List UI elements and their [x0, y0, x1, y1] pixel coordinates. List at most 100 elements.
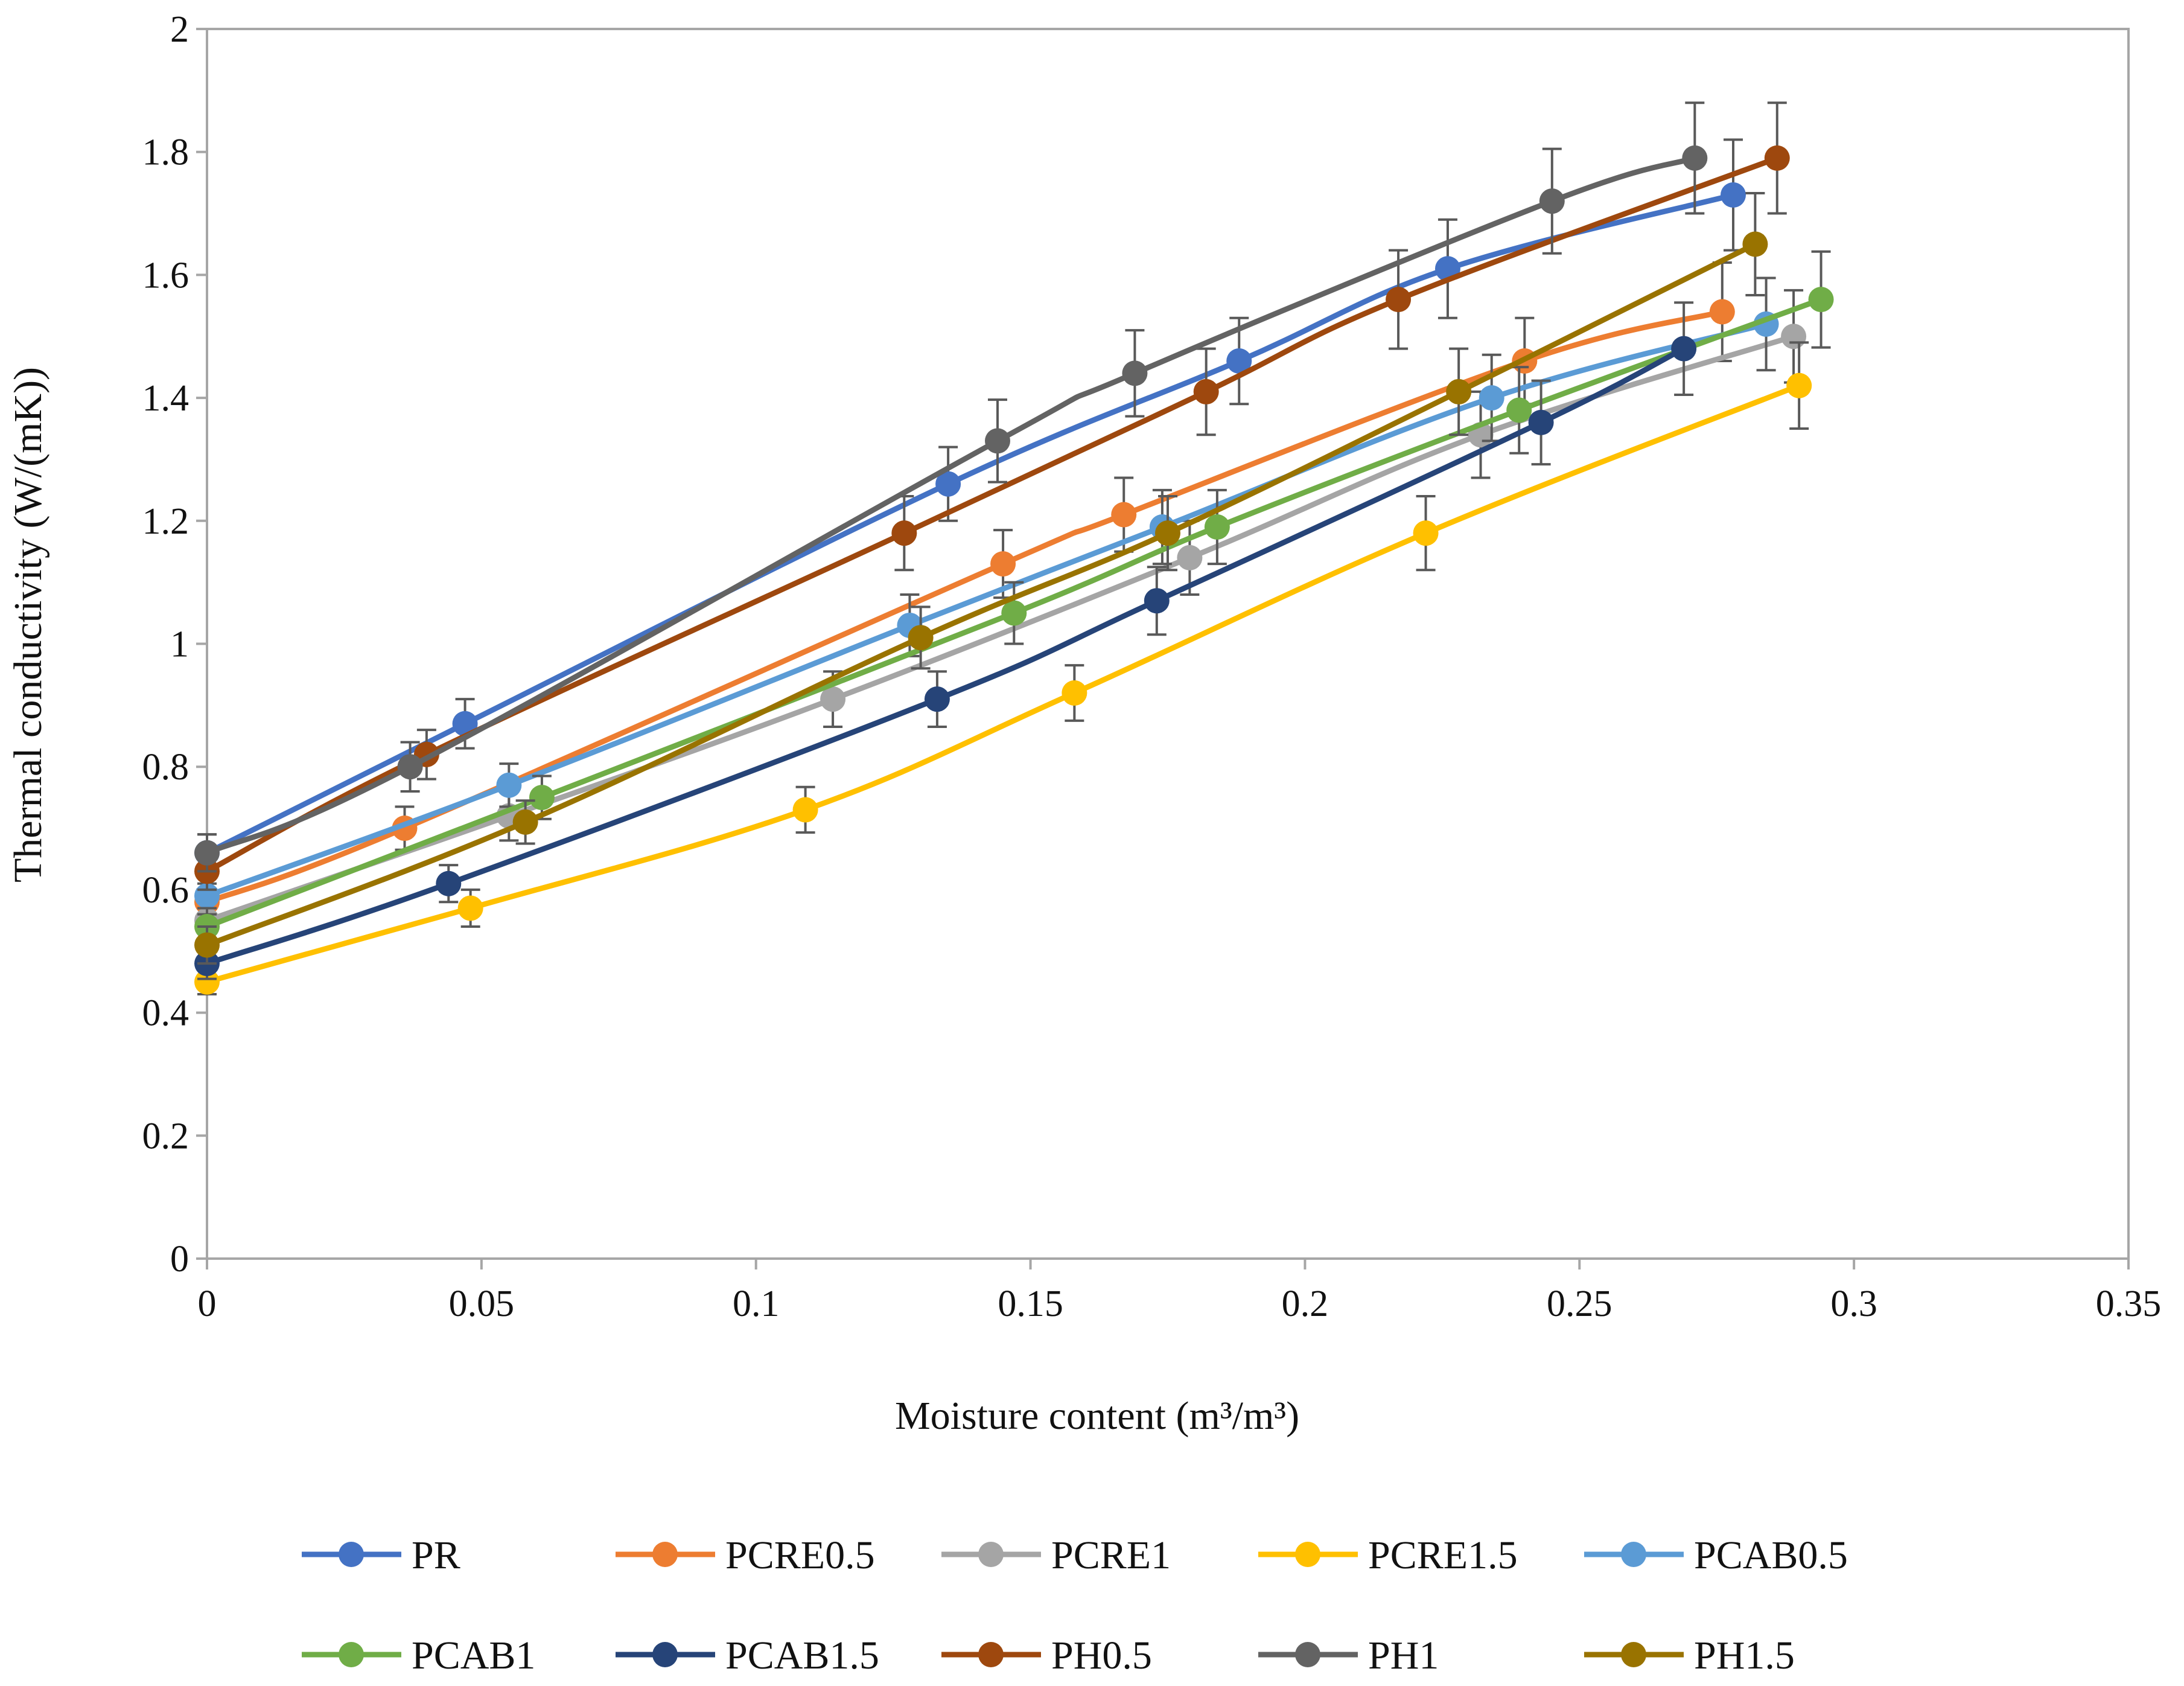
y-tick-label: 1.4 [142, 378, 189, 419]
data-point-pcre1 [1177, 544, 1203, 570]
x-tick-label: 0.35 [2096, 1283, 2162, 1324]
data-point-pcre0-5 [1709, 299, 1735, 325]
data-point-ph1-5 [1155, 520, 1180, 546]
legend-label: PCAB1.5 [725, 1633, 879, 1678]
y-tick-label: 0 [170, 1239, 189, 1280]
data-point-ph1 [984, 428, 1010, 454]
legend-swatch-marker [339, 1642, 364, 1667]
data-point-ph1 [1539, 188, 1565, 214]
legend-swatch-marker [978, 1542, 1004, 1567]
legend-item-pcab0-5: PCAB0.5 [1584, 1533, 1848, 1577]
legend-item-pcre0-5: PCRE0.5 [616, 1533, 875, 1577]
y-tick-label: 1.8 [142, 132, 189, 173]
data-point-pcre1-5 [194, 969, 220, 995]
legend-label: PCRE1.5 [1368, 1533, 1518, 1577]
x-axis-ticks: 0 0.05 0.1 0.15 0.2 0.25 0.3 0.35 [198, 1259, 2162, 1324]
series-line-pr [204, 192, 1736, 856]
series-ph1 [194, 101, 1708, 873]
legend-item-ph0-5: PH0.5 [941, 1633, 1152, 1678]
legend-swatch-marker [1621, 1542, 1646, 1567]
data-point-pr [935, 471, 961, 497]
legend-label: PR [412, 1533, 460, 1577]
data-point-pcre0-5 [990, 551, 1016, 577]
series-line-pcab1 [204, 296, 1824, 930]
legend-label: PCAB0.5 [1694, 1533, 1848, 1577]
legend-item-pcab1: PCAB1 [302, 1633, 535, 1678]
data-point-ph1 [1122, 360, 1148, 386]
series-pcab1 [194, 250, 1834, 947]
x-tick-label: 0.3 [1830, 1283, 1877, 1324]
legend-label: PCRE0.5 [725, 1533, 875, 1577]
data-point-ph1 [1682, 145, 1708, 171]
x-tick-label: 0.05 [449, 1283, 515, 1324]
legend-item-pr: PR [302, 1533, 460, 1577]
y-tick-label: 1.6 [142, 255, 189, 296]
y-tick-label: 0.4 [142, 993, 189, 1034]
y-tick-label: 1.2 [142, 501, 189, 542]
data-point-pcab1 [1001, 600, 1027, 626]
legend-swatch-marker [1295, 1642, 1320, 1667]
data-point-ph0-5 [1764, 145, 1790, 171]
data-point-pcre0-5 [1111, 502, 1137, 528]
legend-label: PH1 [1368, 1633, 1439, 1678]
legend-item-pcre1-5: PCRE1.5 [1258, 1533, 1518, 1577]
data-point-pcre1-5 [1413, 520, 1439, 546]
x-axis-title: Moisture content (m³/m³) [895, 1394, 1299, 1438]
data-point-pcab1-5 [924, 686, 950, 712]
data-point-ph1-5 [1742, 231, 1768, 257]
data-point-pcre1 [1781, 324, 1807, 350]
data-point-pcre1 [820, 686, 846, 712]
data-point-ph0-5 [891, 520, 917, 546]
legend-label: PCRE1 [1051, 1533, 1171, 1577]
data-point-pcab1-5 [1144, 588, 1170, 614]
data-point-ph0-5 [1193, 378, 1219, 404]
data-point-pcre1-5 [1062, 680, 1087, 706]
data-point-pcab1-5 [1528, 409, 1554, 435]
data-point-ph1 [194, 840, 220, 866]
y-tick-label: 0.2 [142, 1116, 189, 1157]
x-tick-label: 0.2 [1282, 1283, 1329, 1324]
data-point-ph1-5 [908, 625, 934, 651]
legend-label: PCAB1 [412, 1633, 535, 1678]
data-point-pcab1-5 [436, 870, 462, 896]
data-point-pcab1 [1506, 397, 1532, 423]
data-point-ph1-5 [1446, 378, 1472, 404]
legend-swatch-marker [652, 1642, 678, 1667]
x-tick-label: 0.25 [1547, 1283, 1613, 1324]
y-tick-label: 1 [170, 624, 189, 665]
series-line-ph1-5 [204, 241, 1758, 948]
legend-swatch-marker [1295, 1542, 1320, 1567]
legend-item-pcre1: PCRE1 [941, 1533, 1171, 1577]
legend-item-ph1-5: PH1.5 [1584, 1633, 1795, 1678]
data-point-pr [1226, 348, 1252, 374]
data-point-pcre1-5 [457, 895, 483, 921]
data-point-pr [1721, 182, 1746, 208]
data-point-pcab1 [1204, 514, 1230, 540]
legend-swatch-marker [652, 1542, 678, 1567]
series-pcab1-5 [194, 301, 1697, 980]
data-point-pcab1 [529, 785, 555, 811]
data-point-pcab1-5 [1671, 336, 1697, 362]
series-pcre1-5 [194, 341, 1812, 996]
y-tick-label: 2 [170, 9, 189, 50]
legend-label: PH1.5 [1694, 1633, 1795, 1678]
data-point-ph0-5 [1386, 287, 1412, 313]
data-point-ph1-5 [512, 809, 538, 835]
series-line-pcab1-5 [204, 346, 1687, 966]
y-tick-label: 0.6 [142, 870, 189, 911]
legend-swatch-marker [1621, 1642, 1646, 1667]
series-layer [194, 101, 1834, 996]
data-point-ph1 [397, 754, 423, 780]
data-point-pcab0-5 [1479, 385, 1504, 411]
data-point-pcre1-5 [792, 797, 818, 823]
y-axis-title: Thermal conductivity (W/(mK)) [6, 367, 50, 883]
x-tick-label: 0 [198, 1283, 217, 1324]
x-tick-label: 0.1 [733, 1283, 780, 1324]
series-line-pcre1-5 [204, 383, 1802, 985]
legend-item-ph1: PH1 [1258, 1633, 1439, 1678]
series-ph1-5 [194, 191, 1768, 965]
data-point-ph1-5 [194, 932, 220, 958]
data-point-pr [452, 710, 478, 736]
x-tick-label: 0.15 [998, 1283, 1063, 1324]
y-axis-ticks: 0 0.2 0.4 0.6 0.8 1 1.2 1.4 1.6 1.8 2 [142, 9, 207, 1280]
